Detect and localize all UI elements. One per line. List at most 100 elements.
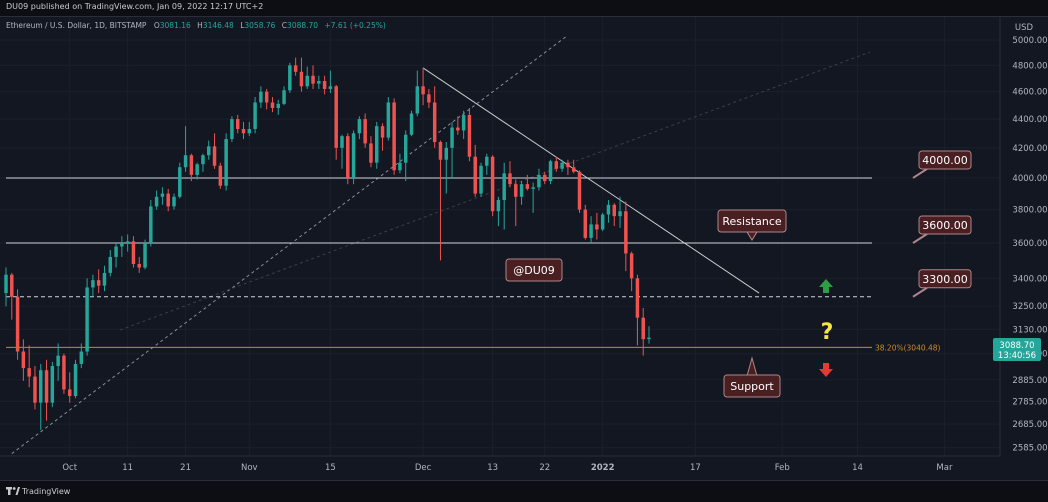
- plot-background: [0, 16, 1000, 456]
- level-callout-box: [918, 269, 972, 289]
- candle-body: [537, 174, 541, 188]
- candle-body: [79, 351, 84, 364]
- candle-body: [212, 146, 217, 166]
- fib-level-label: 38.20%(3040.48): [875, 343, 941, 352]
- resistance-callout-tail: [746, 231, 758, 241]
- candle-body: [4, 274, 8, 294]
- candles: [4, 57, 651, 430]
- candle-body: [386, 102, 391, 138]
- time-axis-background: [0, 456, 1048, 480]
- candle-body: [195, 164, 199, 175]
- support-label: Support: [730, 380, 774, 393]
- price-tick-label: 3250.00: [1012, 302, 1047, 312]
- level-callout-label: 3600.00: [922, 219, 968, 232]
- candle-body: [467, 114, 472, 157]
- candle-body: [10, 274, 14, 297]
- candle-body: [56, 355, 60, 367]
- candle-body: [560, 162, 564, 169]
- candle-body: [282, 90, 286, 104]
- candle-body: [403, 134, 408, 163]
- candle-body: [334, 86, 338, 148]
- tradingview-logo-icon: [6, 487, 20, 495]
- price-axis-background: [1000, 16, 1048, 456]
- price-axis[interactable]: USD 5000.00 4800.00 4600.00 4400.00 4200.00 4…: [999, 16, 1048, 456]
- candle-body: [264, 91, 269, 103]
- candle-body: [241, 128, 246, 134]
- candle-body: [189, 155, 194, 175]
- level-callout-label: 3300.00: [922, 273, 968, 286]
- time-tick-label: Mar: [936, 463, 953, 473]
- candle-body: [450, 127, 454, 148]
- candle-body: [125, 241, 130, 244]
- legend-high: 3146.48: [203, 21, 234, 30]
- candle-body: [624, 211, 628, 254]
- legend: Ethereum / U.S. Dollar, 1D, BITSTAMP O30…: [6, 21, 386, 30]
- candle-body: [96, 280, 101, 286]
- candle-body: [485, 156, 489, 166]
- candle-body: [641, 317, 645, 340]
- candle-body: [415, 86, 420, 114]
- time-tick-label: 13: [487, 463, 498, 473]
- time-tick-label: 17: [690, 463, 701, 473]
- footer: TradingView: [0, 480, 1048, 502]
- candle-body: [73, 363, 78, 397]
- horizontal-levels: 38.20%(3040.48): [6, 177, 941, 352]
- candle-body: [357, 119, 362, 134]
- price-tick-label: 3600.00: [1012, 239, 1047, 249]
- candle-body: [230, 119, 234, 140]
- legend-open: 3081.16: [160, 21, 191, 30]
- level-callout-box: [918, 150, 972, 170]
- annotations: 4000.00 3600.00 3300.00 Resistance Support @D…: [505, 150, 972, 398]
- candle-body: [461, 114, 466, 131]
- watermark-label: @DU09: [513, 264, 555, 277]
- candle-body: [456, 127, 460, 131]
- time-tick-label: Feb: [775, 463, 790, 473]
- candle-body: [33, 376, 37, 403]
- candle-body: [276, 103, 281, 108]
- time-tick-label: 14: [852, 463, 863, 473]
- candle-body: [635, 278, 640, 318]
- candle-body: [369, 143, 373, 163]
- candle-body: [67, 389, 72, 397]
- candle-body: [259, 91, 263, 103]
- candle-body: [375, 126, 379, 163]
- time-tick-label: Dec: [415, 463, 432, 473]
- candle-body: [600, 214, 605, 230]
- price-tick-label: 4600.00: [1012, 88, 1047, 98]
- channel-line: [119, 51, 871, 331]
- price-tick-label: 3800.00: [1012, 206, 1047, 216]
- candle-body: [39, 370, 43, 403]
- candle-body: [201, 155, 205, 165]
- candle-body: [531, 187, 535, 189]
- candle-body: [629, 253, 634, 279]
- candle-body: [363, 119, 367, 144]
- trendlines: [11, 34, 871, 454]
- candle-body: [543, 174, 547, 182]
- price-tick-label: 4000.00: [1012, 174, 1047, 184]
- candle-body: [317, 80, 321, 84]
- level-callout-pointer: [912, 168, 928, 179]
- time-tick-label: 22: [539, 463, 550, 473]
- current-price-badge-bg: [993, 338, 1041, 361]
- candle-body: [311, 75, 315, 84]
- candle-body: [85, 287, 89, 352]
- price-tick-label: 2685.00: [1012, 420, 1047, 430]
- resistance-label: Resistance: [722, 215, 782, 228]
- time-axis[interactable]: Oct 11 21 Nov 15 Dec 13 22 2022 17 Feb 14 Mar: [0, 455, 1048, 480]
- candle-body: [288, 65, 292, 91]
- candle-body: [62, 355, 66, 390]
- level-callout-pointer: [912, 233, 928, 244]
- legend-low: 3058.76: [244, 21, 275, 30]
- candle-body: [178, 167, 182, 197]
- candle-body: [218, 165, 223, 186]
- candle-body: [235, 119, 240, 129]
- candle-body: [21, 351, 26, 369]
- candle-body: [392, 102, 396, 171]
- publish-info: DU09 published on TradingView.com, Jan 0…: [6, 2, 264, 11]
- price-tick-label: 2785.00: [1012, 398, 1047, 408]
- candle-body: [502, 173, 506, 200]
- time-tick-label: 11: [122, 463, 133, 473]
- candle-body: [438, 141, 443, 160]
- legend-high-label: H: [197, 21, 203, 30]
